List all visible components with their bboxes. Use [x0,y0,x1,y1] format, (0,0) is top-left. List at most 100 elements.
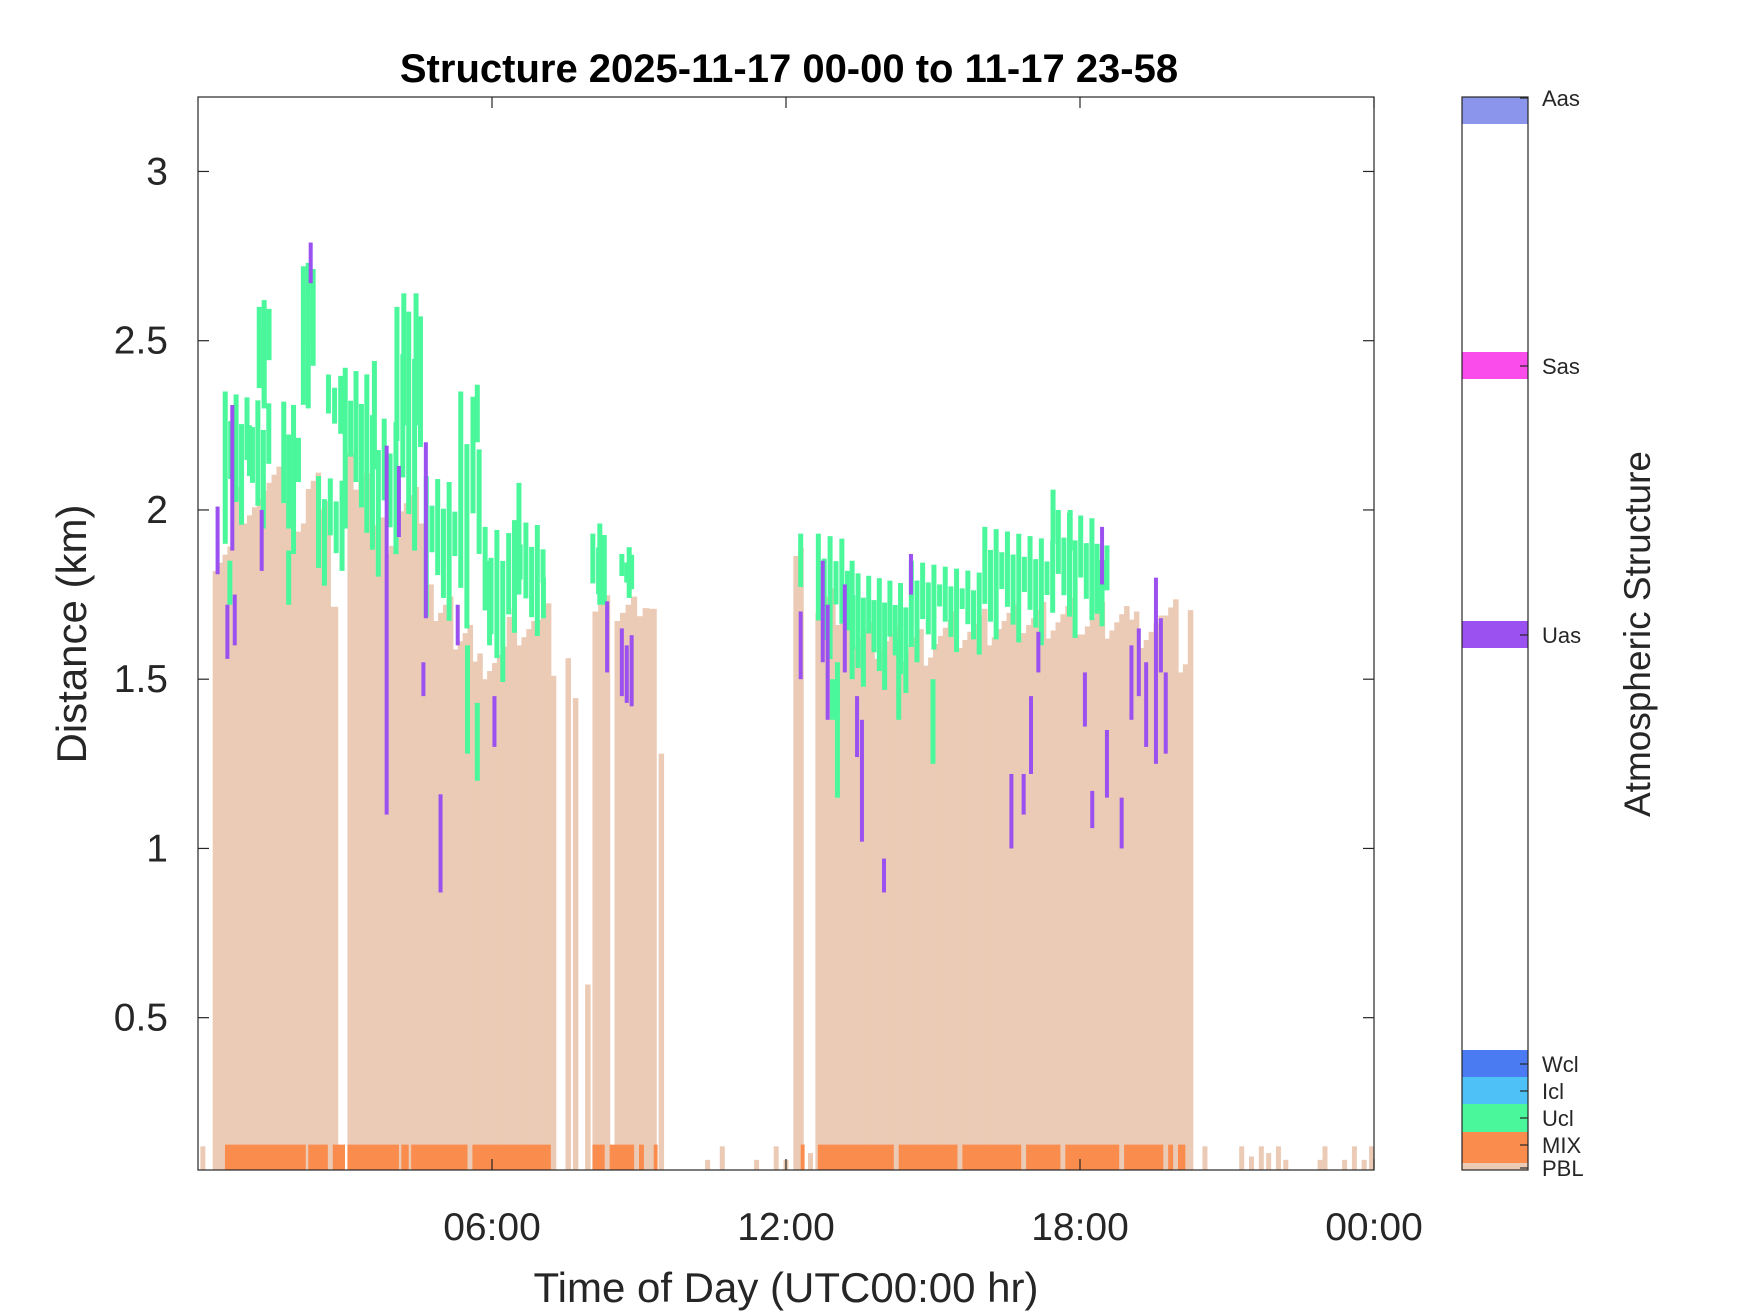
ucl-bar [839,538,845,624]
pbl-bar [879,650,885,1170]
ucl-bar [1089,518,1095,621]
pbl-sparse-bar [200,1146,206,1170]
mix-bar [1178,1144,1186,1170]
colorbar-swatch-sas [1462,352,1528,379]
pbl-bar [506,616,513,1170]
uas-bar [1129,645,1134,720]
ucl-bar [381,418,387,501]
ucl-bar [325,374,331,414]
pbl-bar [403,503,410,1170]
pbl-bar [496,654,503,1170]
pbl-bar [261,490,268,1171]
ucl-bar [364,374,370,533]
y-tick-label: 0.5 [114,997,168,1040]
ucl-bar [1038,538,1044,646]
pbl-bar [982,608,988,1170]
pbl-bar [296,531,302,1170]
pbl-bar [1158,615,1164,1170]
pbl-bar [305,488,312,1170]
ucl-bar [925,582,931,635]
ucl-bar [261,300,267,409]
pbl-bar [1163,615,1169,1170]
pbl-bar [452,649,459,1170]
uas-bar [1090,790,1095,829]
pbl-bar [1075,634,1081,1170]
pbl-bar [1168,607,1174,1170]
ucl-bar [815,533,821,621]
pbl-bar [531,620,537,1170]
uas-bar [1104,729,1109,798]
ucl-bar [866,575,872,634]
pbl-bar [928,657,934,1170]
ucl-bar [353,371,359,483]
pbl-bar [942,627,949,1170]
uas-bar [908,553,913,595]
ucl-bar [1050,489,1056,544]
pbl-bar [933,643,939,1170]
pbl-bar [413,486,420,1170]
y-tick-label: 1.5 [114,658,168,701]
pbl-bar [793,555,799,1170]
ucl-bar [375,450,381,577]
pbl-bar [1173,599,1179,1170]
pbl-sparse-bar [1369,1146,1375,1170]
pbl-bar [394,519,400,1170]
mix-bar [962,1144,1022,1170]
y-tick-label: 1 [146,827,168,870]
pbl-bar [658,753,665,1170]
pbl-bar [918,629,924,1170]
ucl-bar [342,367,348,529]
pbl-bar [1016,641,1022,1170]
pbl-sparse-bar [1249,1156,1254,1170]
pbl-bar [1031,618,1037,1170]
pbl-bar [330,606,339,1170]
pbl-bar [428,584,434,1170]
y-tick-label: 2.5 [114,320,168,363]
ucl-bar [227,560,233,605]
uas-bar [1009,773,1014,849]
ucl-bar [413,293,419,426]
pbl-sparse-bar [1283,1159,1289,1170]
ucl-bar [452,511,458,557]
uas-bar [492,696,497,747]
ucl-bar [474,702,480,781]
mix-bar [1124,1144,1164,1170]
ucl-bar [844,570,850,631]
pbl-bar [839,616,846,1170]
pbl-bar [433,620,439,1170]
ucl-bar [833,561,839,605]
colorbar-tick-label: Aas [1542,86,1580,111]
pbl-bar [923,665,929,1170]
ucl-bar [371,361,377,470]
uas-bar [855,696,860,758]
pbl-bar [237,486,243,1170]
pbl-sparse-bar [1275,1146,1281,1170]
ucl-bar [1044,561,1050,595]
x-tick-label: 00:00 [1325,1206,1423,1249]
pbl-sparse-bar [705,1159,711,1170]
pbl-bar [526,629,532,1170]
pbl-bar [1040,602,1047,1170]
ucl-bar [920,562,926,620]
pbl-bar [281,503,287,1170]
colorbar-swatch-icl [1462,1077,1528,1104]
ucl-bar [1061,537,1067,596]
colorbar-tick-label: Ucl [1542,1106,1574,1131]
axes: 06:00 12:00 18:00 00:00 0.5 1 1.5 2 2.5 3 Time of … [48,96,1423,1311]
pbl-sparse-bar [1239,1146,1245,1170]
pbl-bar [631,596,638,1170]
ucl-bar [523,522,529,599]
pbl-bar [521,637,527,1170]
pbl-sparse-bar [808,1153,813,1170]
ucl-bar [855,573,861,668]
pbl-bar [418,523,424,1170]
pbl-bar [286,503,292,1170]
pbl-bar [536,619,542,1170]
pbl-sparse-bar [754,1159,760,1170]
ucl-bar [516,482,522,595]
pbl-bar [398,511,405,1170]
pbl-bar [893,625,900,1170]
pbl-bar [1178,672,1184,1170]
ucl-bar [500,560,506,682]
mix-bar [347,1144,399,1170]
